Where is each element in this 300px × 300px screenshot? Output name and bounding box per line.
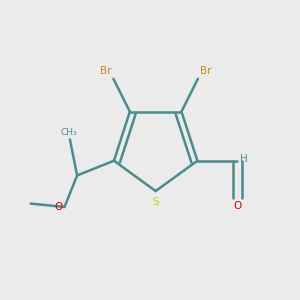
Text: S: S: [152, 197, 159, 207]
Text: Br: Br: [200, 67, 212, 76]
Text: O: O: [233, 201, 241, 211]
Text: O: O: [55, 202, 63, 212]
Text: H: H: [240, 154, 248, 164]
Text: CH₃: CH₃: [60, 128, 77, 136]
Text: Br: Br: [100, 67, 111, 76]
